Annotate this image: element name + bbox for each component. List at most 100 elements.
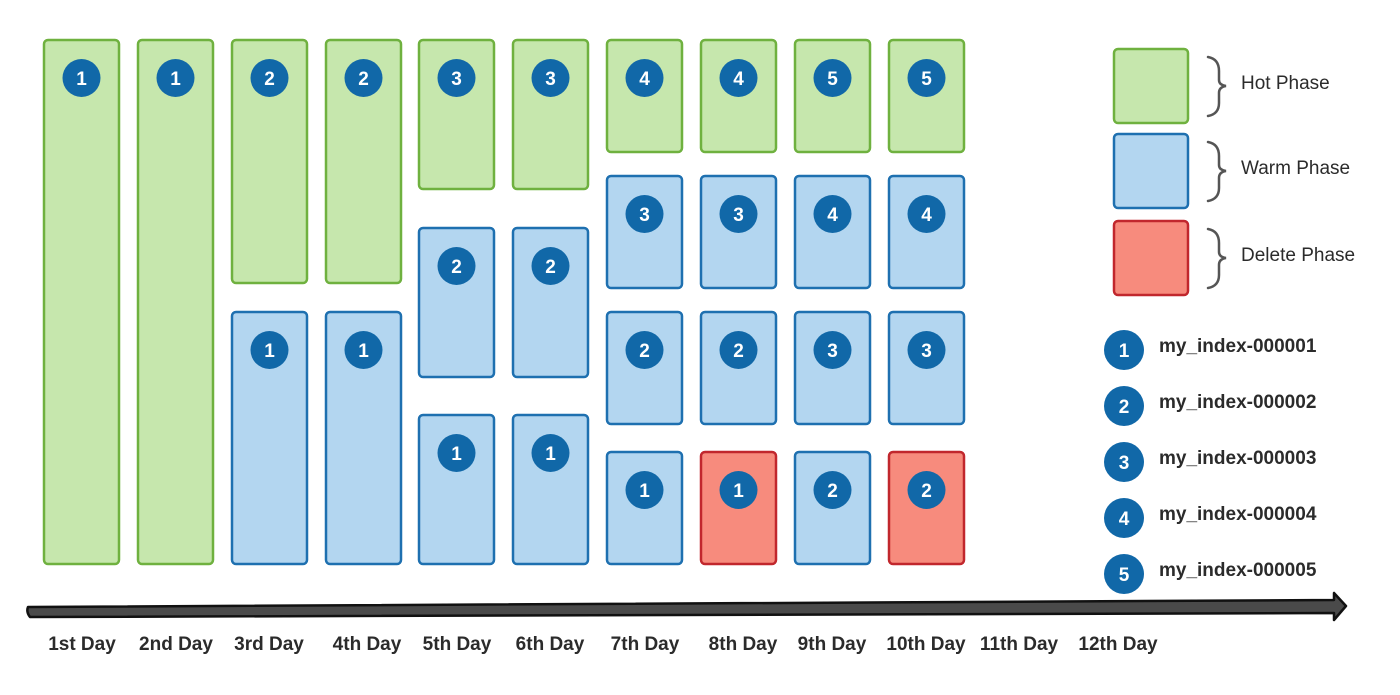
legend-index-label: my_index-000002 xyxy=(1159,392,1317,413)
day-label: 7th Day xyxy=(610,634,680,655)
index-badge-number: 2 xyxy=(733,341,744,362)
index-badge-circle xyxy=(250,59,289,97)
index-badge-circle xyxy=(1104,498,1144,538)
legend-brace xyxy=(1206,140,1227,203)
index-badge-number: 1 xyxy=(170,69,181,90)
index-badge-circle xyxy=(531,59,570,97)
legend-index-badge: 1 xyxy=(1104,330,1144,370)
index-badge-circle xyxy=(907,59,946,97)
day-label: 3rd Day xyxy=(234,634,304,655)
index-badge-number: 2 xyxy=(451,257,462,278)
index-badge: 2 xyxy=(813,471,852,509)
day-label: 6th Day xyxy=(515,634,585,655)
day-label: 10th Day xyxy=(886,634,966,655)
index-badge-circle xyxy=(1104,554,1144,594)
index-badge-circle xyxy=(719,471,758,509)
index-badge-number: 2 xyxy=(358,69,369,90)
index-badge: 1 xyxy=(344,331,383,369)
index-badge-circle xyxy=(531,434,570,472)
index-badge-circle xyxy=(344,331,383,369)
day-label: 8th Day xyxy=(708,634,778,655)
index-badge-circle xyxy=(813,471,852,509)
index-badge-circle xyxy=(250,331,289,369)
index-badge: 4 xyxy=(813,195,852,233)
legend-index-badge: 2 xyxy=(1104,386,1144,426)
index-badge-circle xyxy=(344,59,383,97)
legend-brace xyxy=(1206,55,1227,118)
index-badge: 2 xyxy=(907,471,946,509)
hot-phase-block xyxy=(230,38,309,285)
index-badge-circle xyxy=(907,331,946,369)
index-badge-number: 1 xyxy=(76,69,87,90)
index-badge: 3 xyxy=(813,331,852,369)
index-badge-number: 3 xyxy=(639,205,650,226)
index-badge: 1 xyxy=(156,59,195,97)
hot-phase-block xyxy=(42,38,121,566)
timeline-arrow xyxy=(26,591,1348,622)
index-badge-number: 2 xyxy=(827,481,838,502)
index-badge: 3 xyxy=(625,195,664,233)
index-badge-circle xyxy=(437,434,476,472)
legend-index-label: my_index-000005 xyxy=(1159,560,1317,581)
index-badge: 4 xyxy=(625,59,664,97)
index-badge: 3 xyxy=(907,331,946,369)
legend-delete-swatch xyxy=(1112,219,1190,297)
day-label: 9th Day xyxy=(797,634,867,655)
warm-phase-block xyxy=(324,310,403,566)
index-badge-number: 3 xyxy=(921,341,932,362)
legend-index-label: my_index-000004 xyxy=(1159,504,1317,525)
index-badge-number: 1 xyxy=(451,444,462,465)
index-badge-number: 5 xyxy=(1119,565,1130,586)
day-label: 5th Day xyxy=(422,634,492,655)
index-badge-number: 4 xyxy=(827,205,838,226)
legend-index-label: my_index-000003 xyxy=(1159,448,1317,469)
legend-hot-swatch xyxy=(1112,47,1190,125)
legend-brace xyxy=(1206,227,1227,290)
index-badge: 2 xyxy=(625,331,664,369)
index-badge-number: 2 xyxy=(264,69,275,90)
legend-index-badge: 4 xyxy=(1104,498,1144,538)
index-badge-circle xyxy=(813,331,852,369)
index-badge: 5 xyxy=(813,59,852,97)
index-badge: 1 xyxy=(719,471,758,509)
index-badge: 5 xyxy=(907,59,946,97)
index-badge-circle xyxy=(625,471,664,509)
index-badge-circle xyxy=(62,59,101,97)
index-badge-number: 3 xyxy=(451,69,462,90)
legend-index-badge: 5 xyxy=(1104,554,1144,594)
index-badge-circle xyxy=(1104,386,1144,426)
index-badge: 1 xyxy=(437,434,476,472)
index-badge-circle xyxy=(719,331,758,369)
index-badge-number: 1 xyxy=(639,481,650,502)
index-badge-number: 5 xyxy=(921,69,932,90)
index-badge-number: 1 xyxy=(733,481,744,502)
legend-delete-label: Delete Phase xyxy=(1241,245,1356,266)
day-label: 4th Day xyxy=(332,634,402,655)
index-badge: 2 xyxy=(437,247,476,285)
index-badge-number: 2 xyxy=(921,481,932,502)
index-badge-circle xyxy=(1104,442,1144,482)
legend-index-label: my_index-000001 xyxy=(1159,336,1317,357)
hot-phase-block xyxy=(136,38,215,566)
index-badge-circle xyxy=(625,59,664,97)
legend-index-badge: 3 xyxy=(1104,442,1144,482)
index-badge-number: 2 xyxy=(639,341,650,362)
hot-phase-block xyxy=(324,38,403,285)
index-badge-circle xyxy=(625,195,664,233)
index-badge: 4 xyxy=(719,59,758,97)
day-label: 2nd Day xyxy=(139,634,213,655)
index-badge-number: 2 xyxy=(1119,397,1130,418)
index-badge-number: 1 xyxy=(264,341,275,362)
index-badge: 1 xyxy=(531,434,570,472)
index-badge-circle xyxy=(813,195,852,233)
index-badge: 2 xyxy=(250,59,289,97)
index-badge-number: 4 xyxy=(733,69,744,90)
index-badge-number: 3 xyxy=(733,205,744,226)
legend-hot-label: Hot Phase xyxy=(1241,73,1330,94)
index-badge-number: 3 xyxy=(545,69,556,90)
index-badge-circle xyxy=(813,59,852,97)
index-badge-number: 3 xyxy=(1119,453,1130,474)
index-badge-circle xyxy=(437,59,476,97)
